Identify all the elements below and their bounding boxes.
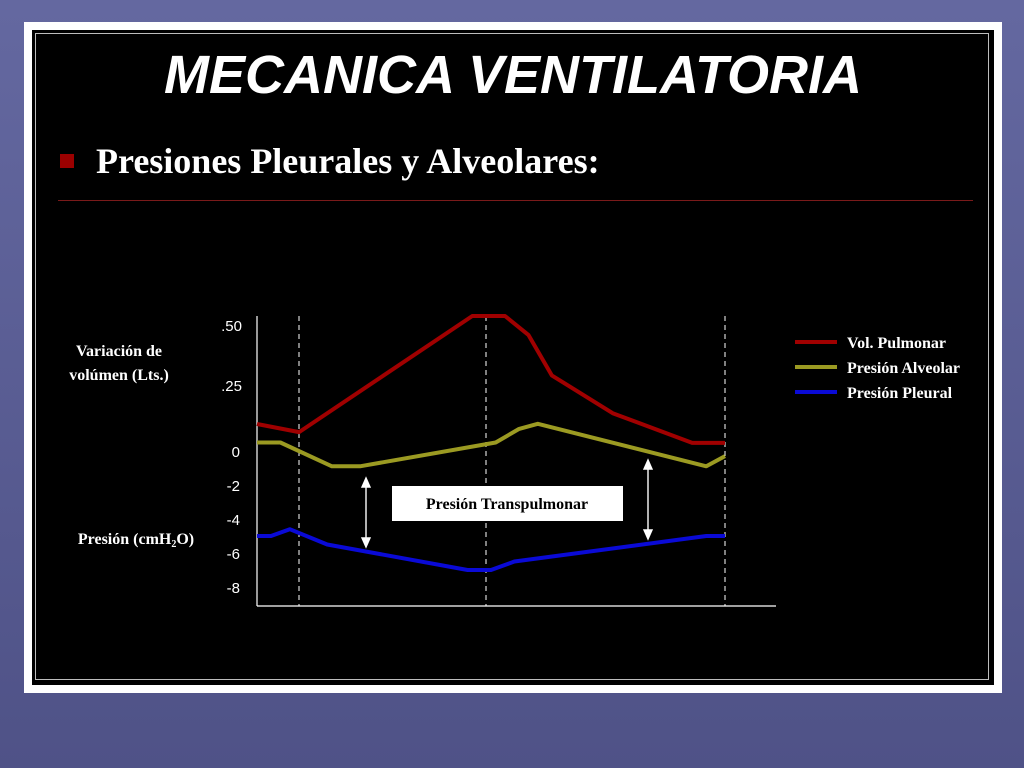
transpulmonary-arrow-left <box>360 476 372 549</box>
tick-press-m2: -2 <box>227 478 240 495</box>
annotation-box <box>392 486 623 521</box>
pressure-axis-label-suffix: O) <box>176 531 194 548</box>
series-line-presion-alveolar <box>257 421 726 469</box>
slide-border <box>35 33 989 680</box>
slide-content: MECANICA VENTILATORIA Presiones Pleurale… <box>32 30 994 685</box>
transpulmonary-arrow-right <box>642 458 654 541</box>
tick-vol-025: .25 <box>221 378 242 395</box>
legend-label-presion-alveolar: Presión Alveolar <box>847 360 960 377</box>
volume-axis-label-line2: volúmen (Lts.) <box>69 367 169 384</box>
slide-subtitle: Presiones Pleurales y Alveolares: <box>96 141 600 181</box>
bullet-row: Presiones Pleurales y Alveolares: <box>60 140 600 182</box>
pressure-axis-label: Presión (cmH2O) <box>78 531 194 550</box>
title-divider <box>58 200 973 201</box>
volume-axis-label-line1: Variación de <box>76 343 162 360</box>
series-line-vol-pulmonar <box>256 314 725 445</box>
annotation-label: Presión Transpulmonar <box>426 496 588 513</box>
pressure-axis-label-sub: 2 <box>171 539 176 550</box>
tick-press-m6: -6 <box>227 546 240 563</box>
legend-label-presion-pleural: Presión Pleural <box>847 385 953 402</box>
tick-press-0: 0 <box>232 444 240 461</box>
tick-press-m8: -8 <box>227 580 240 597</box>
series-line-presion-pleural <box>257 527 725 572</box>
slide-title: MECANICA VENTILATORIA <box>164 45 862 105</box>
slide-frame-outer: MECANICA VENTILATORIA Presiones Pleurale… <box>24 22 1002 693</box>
tick-vol-050: .50 <box>221 318 242 335</box>
tick-press-m4: -4 <box>227 512 240 529</box>
bullet-square-icon <box>60 154 74 168</box>
pressure-axis-label-prefix: Presión (cmH <box>78 531 172 548</box>
legend-label-vol-pulmonar: Vol. Pulmonar <box>847 335 946 352</box>
